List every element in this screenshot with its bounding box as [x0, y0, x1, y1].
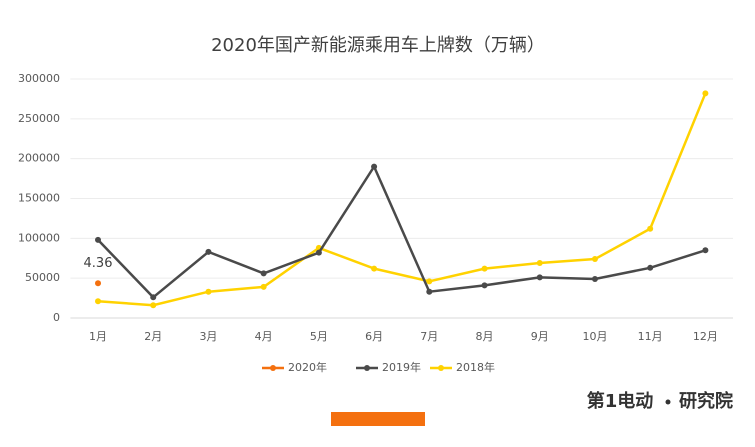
x-tick-label: 2月: [144, 330, 162, 343]
legend-label: 2019年: [382, 360, 421, 374]
data-point: [315, 249, 322, 256]
x-tick-label: 4月: [255, 330, 273, 343]
data-point: [260, 270, 267, 277]
data-point: [591, 256, 598, 263]
y-tick-label: 250000: [18, 112, 60, 125]
x-tick-label: 9月: [531, 330, 549, 343]
chart-title: 2020年国产新能源乘用车上牌数（万辆）: [211, 35, 545, 56]
x-tick-label: 6月: [365, 330, 383, 343]
data-point: [95, 280, 102, 287]
data-point: [205, 288, 212, 295]
data-point: [702, 247, 709, 254]
series-line: [97, 164, 706, 299]
x-tick-label: 11月: [638, 330, 663, 343]
data-point: [536, 260, 543, 267]
data-point: [702, 90, 709, 97]
x-tick-label: 1月: [89, 330, 107, 343]
x-tick-label: 8月: [476, 330, 494, 343]
brand-name: 研究院: [679, 390, 733, 412]
y-tick-label: 300000: [18, 72, 60, 85]
x-tick-label: 5月: [310, 330, 328, 343]
data-point: [481, 265, 488, 272]
x-tick-label: 3月: [199, 330, 217, 343]
legend-label: 2020年: [288, 360, 327, 374]
legend-label: 2018年: [456, 360, 495, 374]
x-tick-label: 7月: [420, 330, 438, 343]
y-tick-label: 0: [53, 311, 60, 324]
data-point: [426, 288, 433, 295]
data-point: [95, 298, 102, 305]
data-point: [591, 275, 598, 282]
brand-logo: 第1电动: [587, 390, 654, 412]
series-line: [97, 92, 707, 307]
y-tick-label: 200000: [18, 152, 60, 165]
y-tick-label: 100000: [18, 231, 60, 244]
x-tick-label: 12月: [693, 330, 718, 343]
legend-marker: [364, 365, 370, 371]
data-point: [205, 248, 212, 255]
data-point: [536, 274, 543, 281]
x-tick-label: 10月: [582, 330, 607, 343]
data-point: [95, 236, 102, 243]
data-point: [371, 163, 378, 170]
data-point: [260, 283, 267, 290]
data-point: [426, 278, 433, 285]
legend-marker: [438, 365, 444, 371]
data-point: [647, 225, 654, 232]
data-point: [371, 265, 378, 272]
data-label: 4.36: [84, 256, 113, 271]
data-point: [150, 294, 157, 301]
decor-bar: [331, 412, 425, 426]
legend-marker: [270, 365, 276, 371]
data-point: [481, 282, 488, 289]
data-point: [150, 302, 157, 309]
y-tick-label: 50000: [25, 271, 60, 284]
data-point: [647, 264, 654, 271]
y-tick-label: 150000: [18, 192, 60, 205]
brand-dot: [665, 399, 671, 405]
